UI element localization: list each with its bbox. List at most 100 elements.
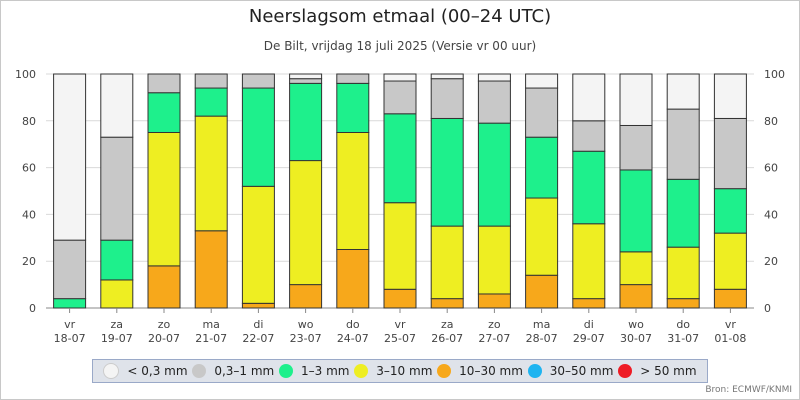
bar-segment [53, 239, 87, 300]
source-credit: Bron: ECMWF/KNMI [705, 385, 792, 395]
bar-segment [383, 73, 417, 82]
x-tick-label-day: zo [488, 318, 501, 331]
bar-segment [383, 80, 417, 115]
legend-item[interactable]: 30–50 mm [527, 364, 613, 378]
x-tick-label-day: zo [158, 318, 171, 331]
x-tick-label-date: 19-07 [101, 332, 133, 345]
x-tick-label-date: 30-07 [620, 332, 652, 345]
y-tick-label-left: 100 [15, 68, 36, 81]
bar-segment [336, 73, 370, 84]
x-tick-label-date: 26-07 [431, 332, 463, 345]
bar-segment [525, 197, 559, 276]
x-tick-label-date: 25-07 [384, 332, 416, 345]
bar-segment [194, 87, 228, 117]
x-tick-label-day: wo [298, 318, 314, 331]
bar-segment [572, 73, 606, 122]
bar-segment [147, 73, 181, 94]
legend-item[interactable]: > 50 mm [618, 364, 697, 378]
bar-segment [572, 298, 606, 309]
bar-segment [619, 73, 653, 126]
bar-segment [525, 136, 559, 199]
bar-segment [194, 230, 228, 309]
bar-segment [477, 225, 511, 295]
legend-item[interactable]: < 0,3 mm [103, 363, 188, 379]
x-tick-label-day: vr [64, 318, 76, 331]
y-tick-label-right: 80 [764, 115, 778, 128]
chart-title: Neerslagsom etmaal (00–24 UTC) [248, 6, 552, 27]
legend-label: 10–30 mm [459, 364, 523, 378]
legend-swatch [279, 364, 294, 378]
legend-swatch [618, 364, 633, 378]
bar-segment [53, 298, 87, 309]
bar-segment [666, 108, 700, 180]
legend-swatch [103, 363, 120, 379]
bar-segment [336, 82, 370, 133]
x-tick-label-date: 28-07 [526, 332, 558, 345]
x-tick-label-date: 22-07 [242, 332, 274, 345]
x-tick-label-day: vr [394, 318, 406, 331]
y-tick-label-right: 100 [764, 68, 785, 81]
legend-label: 0,3–1 mm [214, 364, 275, 378]
bar-segment [619, 284, 653, 309]
bar-segment [289, 82, 323, 162]
y-tick-label-left: 0 [29, 302, 36, 315]
bar-segment [100, 279, 134, 309]
y-tick-label-right: 40 [764, 208, 778, 221]
bar-segment [289, 284, 323, 309]
x-tick-label-date: 18-07 [54, 332, 86, 345]
legend-item[interactable]: 3–10 mm [354, 364, 432, 378]
y-tick-label-left: 60 [22, 162, 36, 175]
bar-segment [713, 117, 747, 190]
bar-segment [336, 132, 370, 250]
bar-segment [713, 188, 747, 234]
x-tick-label-day: di [584, 318, 594, 331]
bar-segment [430, 78, 464, 119]
bar-segment [666, 178, 700, 248]
bar-segment [477, 73, 511, 82]
bar-segment [194, 73, 228, 89]
bar-segment [383, 288, 417, 309]
x-tick-label-day: ma [202, 318, 219, 331]
x-tick-label-date: 01-08 [714, 332, 746, 345]
bar-segment [241, 87, 275, 187]
x-tick-label-day: do [676, 318, 690, 331]
x-tick-label-day: za [441, 318, 454, 331]
legend-item[interactable]: 10–30 mm [437, 364, 523, 378]
legend-label: 1–3 mm [301, 364, 350, 378]
x-tick-label-date: 31-07 [667, 332, 699, 345]
legend-label: > 50 mm [640, 364, 697, 378]
bar-segment [430, 73, 464, 80]
bar-segment [241, 185, 275, 304]
bar-segment [619, 169, 653, 253]
chart-legend[interactable]: < 0,3 mm 0,3–1 mm 1–3 mm 3–10 mm 10–30 mm 30–… [92, 359, 708, 383]
x-tick-label-date: 29-07 [573, 332, 605, 345]
x-tick-label-day: di [253, 318, 263, 331]
y-tick-label-right: 0 [764, 302, 771, 315]
legend-item[interactable]: 0,3–1 mm [192, 364, 274, 378]
legend-swatch [437, 364, 452, 378]
bar-segment [525, 87, 559, 138]
bar-segment [477, 293, 511, 309]
bar-segment [666, 246, 700, 300]
bar-segment [713, 73, 747, 119]
y-tick-label-left: 20 [22, 255, 36, 268]
bar-segment [619, 124, 653, 171]
bar-segment [713, 288, 747, 309]
bar-segment [430, 117, 464, 227]
bar-segment [100, 73, 134, 138]
bar-segment [194, 115, 228, 232]
y-tick-label-left: 40 [22, 208, 36, 221]
bar-segment [53, 73, 87, 241]
bar-segment [147, 132, 181, 267]
bar-segment [525, 73, 559, 89]
bar-segment [147, 265, 181, 309]
legend-swatch [354, 364, 369, 378]
bar-segment [572, 223, 606, 300]
x-tick-label-date: 24-07 [337, 332, 369, 345]
x-tick-label-date: 23-07 [290, 332, 322, 345]
bar-segment [666, 298, 700, 309]
legend-item[interactable]: 1–3 mm [279, 364, 350, 378]
x-tick-label-day: wo [628, 318, 644, 331]
bar-segment [336, 249, 370, 309]
